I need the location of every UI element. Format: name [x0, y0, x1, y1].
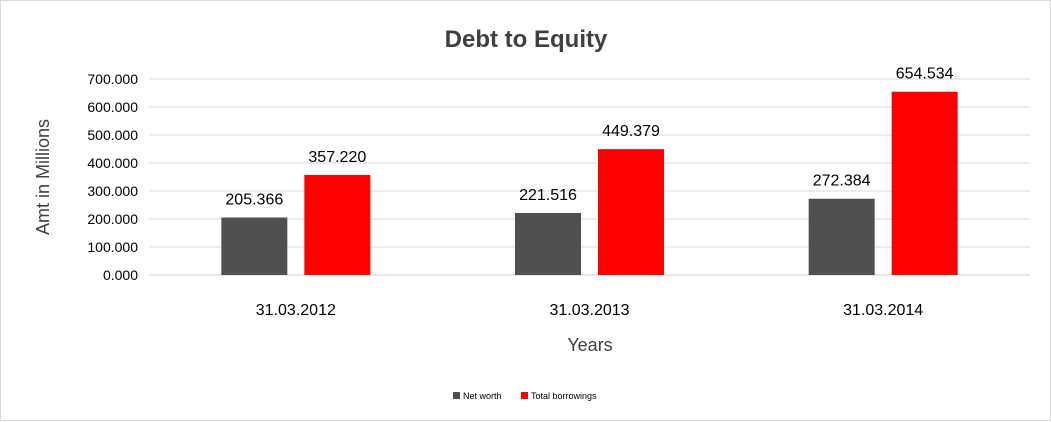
- chart-title: Debt to Equity: [445, 26, 608, 53]
- legend-swatch: [453, 392, 460, 399]
- data-label: 272.384: [813, 173, 871, 190]
- bar-total-borrowings: [304, 174, 371, 275]
- category-label: 31.03.2014: [843, 302, 923, 319]
- y-tick-label: 200.000: [87, 211, 138, 227]
- y-tick-label: 500.000: [87, 127, 138, 143]
- bar-net-worth: [221, 217, 288, 275]
- y-tick-label: 300.000: [87, 183, 138, 199]
- x-axis-category-labels: 31.03.2012 31.03.2013 31.03.2014: [256, 302, 924, 319]
- bar-net-worth: [808, 198, 875, 275]
- category-label: 31.03.2012: [256, 302, 336, 319]
- data-label: 449.379: [602, 123, 660, 140]
- y-tick-label: 100.000: [87, 239, 138, 255]
- x-axis-title: Years: [567, 335, 612, 355]
- y-axis-tick-labels: 0.000 100.000 200.000 300.000 400.000 500.000…: [87, 71, 138, 283]
- bar-total-borrowings: [598, 149, 664, 275]
- y-tick-label: 700.000: [87, 71, 138, 87]
- bars: [221, 91, 958, 276]
- legend-label: Net worth: [463, 391, 502, 401]
- data-labels: 205.366 357.220 221.516 449.379 272.384 654.5…: [225, 66, 953, 209]
- y-axis-title: Amt in Millions: [33, 119, 53, 235]
- y-tick-label: 600.000: [87, 99, 138, 115]
- legend-label: Total borrowings: [531, 391, 597, 401]
- bar-net-worth: [515, 212, 581, 275]
- data-label: 205.366: [225, 191, 283, 208]
- y-tick-label: 0.000: [103, 267, 138, 283]
- data-label: 654.534: [896, 66, 954, 83]
- legend-swatch: [521, 392, 528, 399]
- bar-total-borrowings: [891, 91, 958, 276]
- category-label: 31.03.2013: [549, 302, 629, 319]
- gridlines: [149, 78, 1030, 276]
- legend: Net worth Total borrowings: [453, 391, 597, 401]
- data-label: 357.220: [308, 149, 366, 166]
- y-tick-label: 400.000: [87, 155, 138, 171]
- data-label: 221.516: [519, 187, 577, 204]
